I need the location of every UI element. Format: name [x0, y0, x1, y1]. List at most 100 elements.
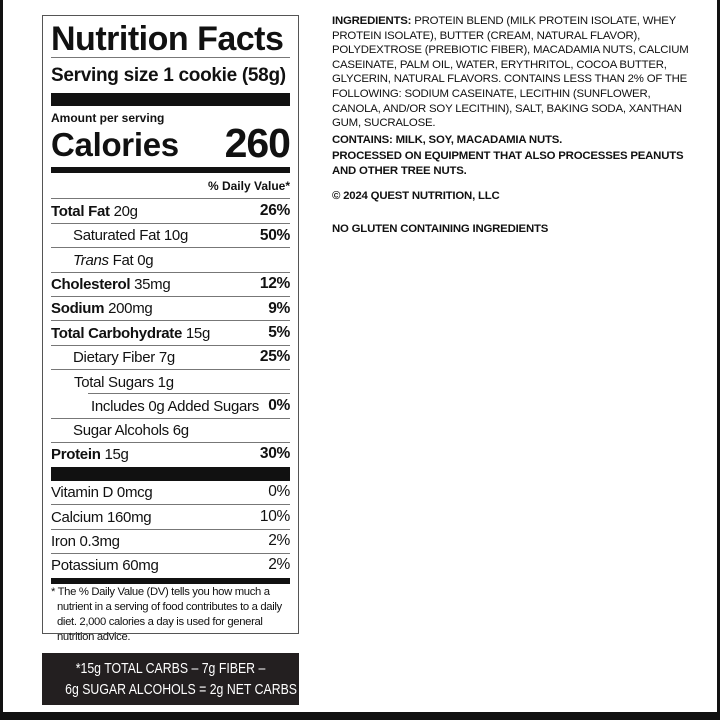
- divider: [51, 345, 290, 346]
- nutrient-amount: 10g: [163, 227, 189, 245]
- ingredients-line: GUM, SUCRALOSE.: [332, 117, 436, 130]
- serving-size: Serving size 1 cookie (58g): [51, 65, 286, 86]
- thick-divider: [51, 93, 290, 106]
- nutrient-dv: 9%: [268, 299, 290, 317]
- divider: [51, 198, 290, 199]
- copyright: © 2024 QUEST NUTRITION, LLC: [332, 189, 500, 202]
- nutrient-row-saturated-fat: Saturated Fat 10g 50%: [51, 224, 290, 248]
- ingredients-line: CANOLA, AND/OR SOY LECITHIN), SALT, BAKI…: [332, 102, 682, 115]
- divider: [51, 369, 290, 370]
- nutrient-name: Includes 0g Added Sugars: [91, 397, 259, 415]
- processing-warning: AND OTHER TREE NUTS.: [332, 164, 467, 177]
- nutrient-row-trans-fat: Trans Fat 0g: [51, 248, 290, 272]
- medium-divider: [51, 167, 290, 173]
- vitamin-dv: 10%: [259, 508, 290, 526]
- ingredients-line: CASEINATE, PALM OIL, WATER, ERYTHRITOL, …: [332, 58, 667, 71]
- ingredients-line: POLYDEXTROSE (PREBIOTIC FIBER), MACADAMI…: [332, 44, 689, 57]
- divider: [51, 247, 290, 248]
- image-border-left: [0, 0, 3, 720]
- image-border-bottom: [0, 712, 720, 720]
- nutrient-amount: 15g: [104, 445, 129, 463]
- net-carbs-box: *15g TOTAL CARBS – 7g FIBER – 6g SUGAR A…: [42, 653, 299, 705]
- nutrient-amount: 35mg: [134, 275, 171, 293]
- nutrient-row-sugar-alcohols: Sugar Alcohols 6g: [51, 418, 290, 442]
- medium-divider: [51, 578, 290, 584]
- divider: [51, 296, 290, 297]
- nutrient-dv: 5%: [268, 324, 290, 342]
- nutrient-name: Total Carbohydrate: [51, 324, 183, 342]
- nutrient-name: Total Sugars: [74, 373, 154, 391]
- calories-row: Calories 260: [51, 120, 291, 166]
- nutrient-dv: 0%: [268, 397, 290, 415]
- divider: [51, 320, 290, 321]
- nutrient-name: Protein: [51, 445, 101, 463]
- nutrient-amount: 1g: [157, 373, 174, 391]
- nutrient-row-total-fat: Total Fat 20g 26%: [51, 199, 290, 223]
- vitamin-name: Calcium 160mg: [51, 508, 152, 526]
- nutrient-amount: 15g: [185, 324, 211, 342]
- vitamin-name: Iron 0.3mg: [51, 532, 120, 550]
- nutrient-name: Saturated Fat: [73, 227, 160, 245]
- nutrient-row-protein: Protein 15g 30%: [51, 442, 290, 466]
- divider: [51, 504, 290, 505]
- divider: [88, 393, 290, 394]
- ingredients-heading: INGREDIENTS:: [332, 15, 412, 27]
- vitamin-name: Potassium 60mg: [51, 556, 159, 574]
- nutrient-amount: 20g: [113, 202, 138, 220]
- ingredients-panel: INGREDIENTS: PROTEIN BLEND (MILK PROTEIN…: [332, 14, 702, 237]
- ingredients-line: FOLLOWING: SODIUM CASEINATE, LECITHIN (S…: [332, 87, 651, 100]
- divider: [51, 553, 290, 554]
- nutrient-dv: 50%: [259, 226, 290, 244]
- nutrient-row-sodium: Sodium 200mg 9%: [51, 297, 290, 321]
- divider: [51, 529, 290, 530]
- nutrient-row-total-sugars: Total Sugars 1g: [51, 370, 290, 394]
- nutrient-amount: 7g: [158, 348, 175, 366]
- vitamin-name: Vitamin D 0mcg: [51, 483, 153, 501]
- nutrient-dv: 26%: [259, 202, 290, 220]
- nutrient-amount: Fat 0g: [112, 251, 154, 269]
- vitamin-dv: 0%: [268, 483, 290, 501]
- calories-value: 260: [224, 120, 291, 166]
- ingredients-line: PROTEIN BLEND (MILK PROTEIN ISOLATE, WHE…: [414, 15, 677, 27]
- net-carbs-line: *15g TOTAL CARBS – 7g FIBER –: [75, 660, 266, 677]
- nutrient-row-cholesterol: Cholesterol 35mg 12%: [51, 272, 290, 296]
- nutrient-name: Total Fat: [51, 202, 110, 220]
- nutrient-name: Sugar Alcohols: [73, 421, 169, 439]
- vitamin-dv: 2%: [268, 532, 290, 550]
- nutrient-name: Sodium: [51, 300, 105, 318]
- vitamin-row: Calcium 160mg 10%: [51, 505, 290, 529]
- nutrition-facts-label: Nutrition Facts Serving size 1 cookie (5…: [42, 15, 299, 643]
- divider: [51, 418, 290, 419]
- nutrient-amount: 200mg: [108, 300, 153, 318]
- daily-value-header: % Daily Value*: [207, 179, 290, 193]
- nutrient-dv: 25%: [259, 348, 290, 366]
- allergen-contains: CONTAINS: MILK, SOY, MACADAMIA NUTS.: [332, 133, 563, 146]
- divider: [51, 272, 290, 273]
- nutrient-row-total-carbohydrate: Total Carbohydrate 15g 5%: [51, 321, 290, 345]
- vitamin-row: Potassium 60mg 2%: [51, 553, 290, 577]
- processing-warning: PROCESSED ON EQUIPMENT THAT ALSO PROCESS…: [332, 150, 684, 163]
- vitamin-dv: 2%: [268, 556, 290, 574]
- daily-value-footnote: * The % Daily Value (DV) tells you how m…: [51, 586, 282, 643]
- ingredients-line: GLYCERIN, NATURAL FLAVORS. CONTAINS LESS…: [332, 73, 688, 86]
- nutrient-name: Dietary Fiber: [73, 348, 155, 366]
- nutrient-row-dietary-fiber: Dietary Fiber 7g 25%: [51, 345, 290, 369]
- image-border-right: [717, 0, 720, 720]
- nutrient-row-added-sugars: Includes 0g Added Sugars 0%: [51, 394, 290, 418]
- ingredients-line: PROTEIN ISOLATE), BUTTER (CREAM, NATURAL…: [332, 29, 641, 42]
- divider: [51, 442, 290, 443]
- thick-divider: [51, 467, 290, 481]
- divider: [51, 223, 290, 224]
- amount-per-serving: Amount per serving: [51, 111, 165, 125]
- gluten-statement: NO GLUTEN CONTAINING INGREDIENTS: [332, 223, 549, 236]
- calories-label: Calories: [51, 126, 179, 163]
- vitamin-row: Vitamin D 0mcg 0%: [51, 480, 290, 504]
- label-title: Nutrition Facts: [51, 20, 284, 58]
- nutrient-name: Trans: [73, 251, 109, 269]
- nutrient-name: Cholesterol: [51, 275, 131, 293]
- divider: [51, 57, 290, 58]
- nutrient-dv: 30%: [259, 445, 290, 463]
- net-carbs-line: 6g SUGAR ALCOHOLS = 2g NET CARBS: [65, 681, 297, 698]
- vitamin-row: Iron 0.3mg 2%: [51, 529, 290, 553]
- nutrient-amount: 6g: [172, 421, 189, 439]
